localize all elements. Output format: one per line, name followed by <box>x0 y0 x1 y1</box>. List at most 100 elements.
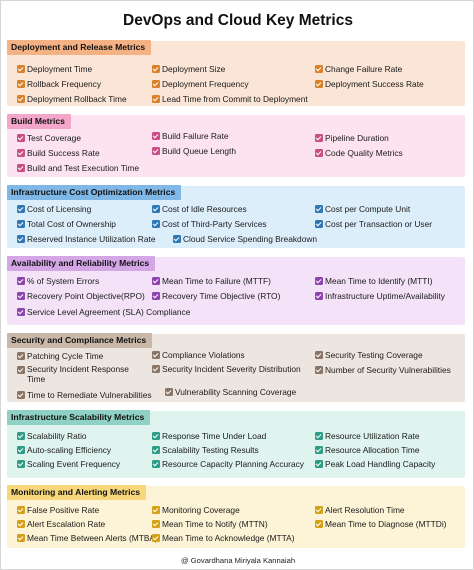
checkbox-checked-icon <box>152 520 160 528</box>
checkbox-checked-icon <box>152 292 160 300</box>
metric-label: Build Failure Rate <box>162 131 229 141</box>
metric-label: Scalability Ratio <box>27 431 87 441</box>
checkbox-checked-icon <box>152 365 160 373</box>
checkbox-checked-icon <box>17 292 25 300</box>
metric-label: % of System Errors <box>27 276 100 286</box>
metric-item: Security Incident Response Time <box>17 364 139 384</box>
section-title: Security and Compliance Metrics <box>7 333 153 348</box>
metric-label: Mean Time to Acknowledge (MTTA) <box>162 533 295 543</box>
checkbox-checked-icon <box>152 65 160 73</box>
checkbox-checked-icon <box>152 80 160 88</box>
checkbox-checked-icon <box>315 520 323 528</box>
checkbox-checked-icon <box>152 460 160 468</box>
metric-label: Mean Time to Notify (MTTN) <box>162 519 268 529</box>
metric-label: Total Cost of Ownership <box>27 219 116 229</box>
checkbox-checked-icon <box>315 205 323 213</box>
metric-label: Number of Security Vulnerabilities <box>325 365 451 375</box>
metric-label: Vulnerability Scanning Coverage <box>175 387 297 397</box>
checkbox-checked-icon <box>152 147 160 155</box>
checkbox-checked-icon <box>17 149 25 157</box>
checkbox-checked-icon <box>315 80 323 88</box>
metric-label: Alert Resolution Time <box>325 505 405 515</box>
checkbox-checked-icon <box>17 205 25 213</box>
metric-label: Rollback Frequency <box>27 79 102 89</box>
metric-label: Scaling Event Frequency <box>27 459 121 469</box>
metric-label: Recovery Time Objective (RTO) <box>162 291 281 301</box>
metric-label: Cost of Idle Resources <box>162 204 247 214</box>
checkbox-checked-icon <box>17 80 25 88</box>
metric-label: Deployment Frequency <box>162 79 249 89</box>
metric-label: Cloud Service Spending Breakdown <box>183 234 318 244</box>
metric-label: Security Incident Response Time <box>27 364 129 384</box>
checkbox-checked-icon <box>17 366 25 374</box>
checkbox-checked-icon <box>315 460 323 468</box>
checkbox-checked-icon <box>17 520 25 528</box>
section-deployment-release: Deployment and Release Metrics Deployment… <box>7 40 465 106</box>
metric-label: Mean Time to Failure (MTTF) <box>162 276 271 286</box>
checkbox-checked-icon <box>152 205 160 213</box>
metric-label: Mean Time to Diagnose (MTTDi) <box>325 519 447 529</box>
section-title: Build Metrics <box>7 114 71 129</box>
metric-label: Build and Test Execution Time <box>27 163 140 173</box>
section-title: Deployment and Release Metrics <box>7 40 152 55</box>
section-infra-scalability: Infrastructure Scalability Metrics Scalab… <box>7 410 465 478</box>
checkbox-checked-icon <box>315 351 323 359</box>
checkbox-checked-icon <box>315 432 323 440</box>
checkbox-checked-icon <box>173 235 181 243</box>
metric-label: Cost of Third-Party Services <box>162 219 267 229</box>
metric-label: Infrastructure Uptime/Availability <box>325 291 445 301</box>
metric-label: Auto-scaling Efficiency <box>27 445 112 455</box>
metric-label: Recovery Point Objective(RPO) <box>27 291 145 301</box>
section-monitoring-alerting: Monitoring and Alerting Metrics False Pos… <box>7 485 465 548</box>
checkbox-checked-icon <box>152 95 160 103</box>
checkbox-checked-icon <box>152 534 160 542</box>
metric-label: Monitoring Coverage <box>162 505 240 515</box>
metric-label: Mean Time Between Alerts (MTBA) <box>27 533 158 543</box>
checkbox-checked-icon <box>17 432 25 440</box>
checkbox-checked-icon <box>17 164 25 172</box>
checkbox-checked-icon <box>17 308 25 316</box>
metric-label: Build Queue Length <box>162 146 237 156</box>
metric-label: Cost per Compute Unit <box>325 204 411 214</box>
metric-label: Pipeline Duration <box>325 133 389 143</box>
checkbox-checked-icon <box>152 506 160 514</box>
metric-label: Resource Allocation Time <box>325 445 420 455</box>
metric-label: Deployment Success Rate <box>325 79 424 89</box>
metric-label: Resource Utilization Rate <box>325 431 420 441</box>
metric-label: Change Failure Rate <box>325 64 403 74</box>
checkbox-checked-icon <box>17 506 25 514</box>
checkbox-checked-icon <box>315 134 323 142</box>
section-title: Monitoring and Alerting Metrics <box>7 485 147 500</box>
metric-label: Cost per Transaction or User <box>325 219 433 229</box>
checkbox-checked-icon <box>315 220 323 228</box>
checkbox-checked-icon <box>152 132 160 140</box>
metric-label: Deployment Rollback Time <box>27 94 127 104</box>
author-credit: @ Govardhana Miriyala Kannaiah <box>180 556 296 565</box>
checkbox-checked-icon <box>315 65 323 73</box>
metric-label: Test Coverage <box>27 133 81 143</box>
checkbox-checked-icon <box>17 534 25 542</box>
metric-label: Service Level Agreement (SLA) Compliance <box>27 307 191 317</box>
checkbox-checked-icon <box>17 460 25 468</box>
checkbox-checked-icon <box>152 351 160 359</box>
checkbox-checked-icon <box>152 277 160 285</box>
checkbox-checked-icon <box>315 277 323 285</box>
checkbox-checked-icon <box>17 220 25 228</box>
metric-label: Build Success Rate <box>27 148 100 158</box>
metric-label: Compliance Violations <box>162 350 245 360</box>
metric-label: Lead Time from Commit to Deployment <box>162 94 308 104</box>
page-title: DevOps and Cloud Key Metrics <box>123 12 353 29</box>
checkbox-checked-icon <box>315 366 323 374</box>
checkbox-checked-icon <box>17 134 25 142</box>
metric-label: Code Quality Metrics <box>325 148 403 158</box>
metric-label: Deployment Time <box>27 64 93 74</box>
checkbox-checked-icon <box>165 388 173 396</box>
checkbox-checked-icon <box>152 220 160 228</box>
section-infra-cost: Infrastructure Cost Optimization Metrics… <box>7 185 465 248</box>
metric-label: Patching Cycle Time <box>27 351 104 361</box>
section-availability-reliability: Availability and Reliability Metrics % of… <box>7 256 465 325</box>
metric-label: Scalability Testing Results <box>162 445 259 455</box>
checkbox-checked-icon <box>17 277 25 285</box>
checkbox-checked-icon <box>17 446 25 454</box>
